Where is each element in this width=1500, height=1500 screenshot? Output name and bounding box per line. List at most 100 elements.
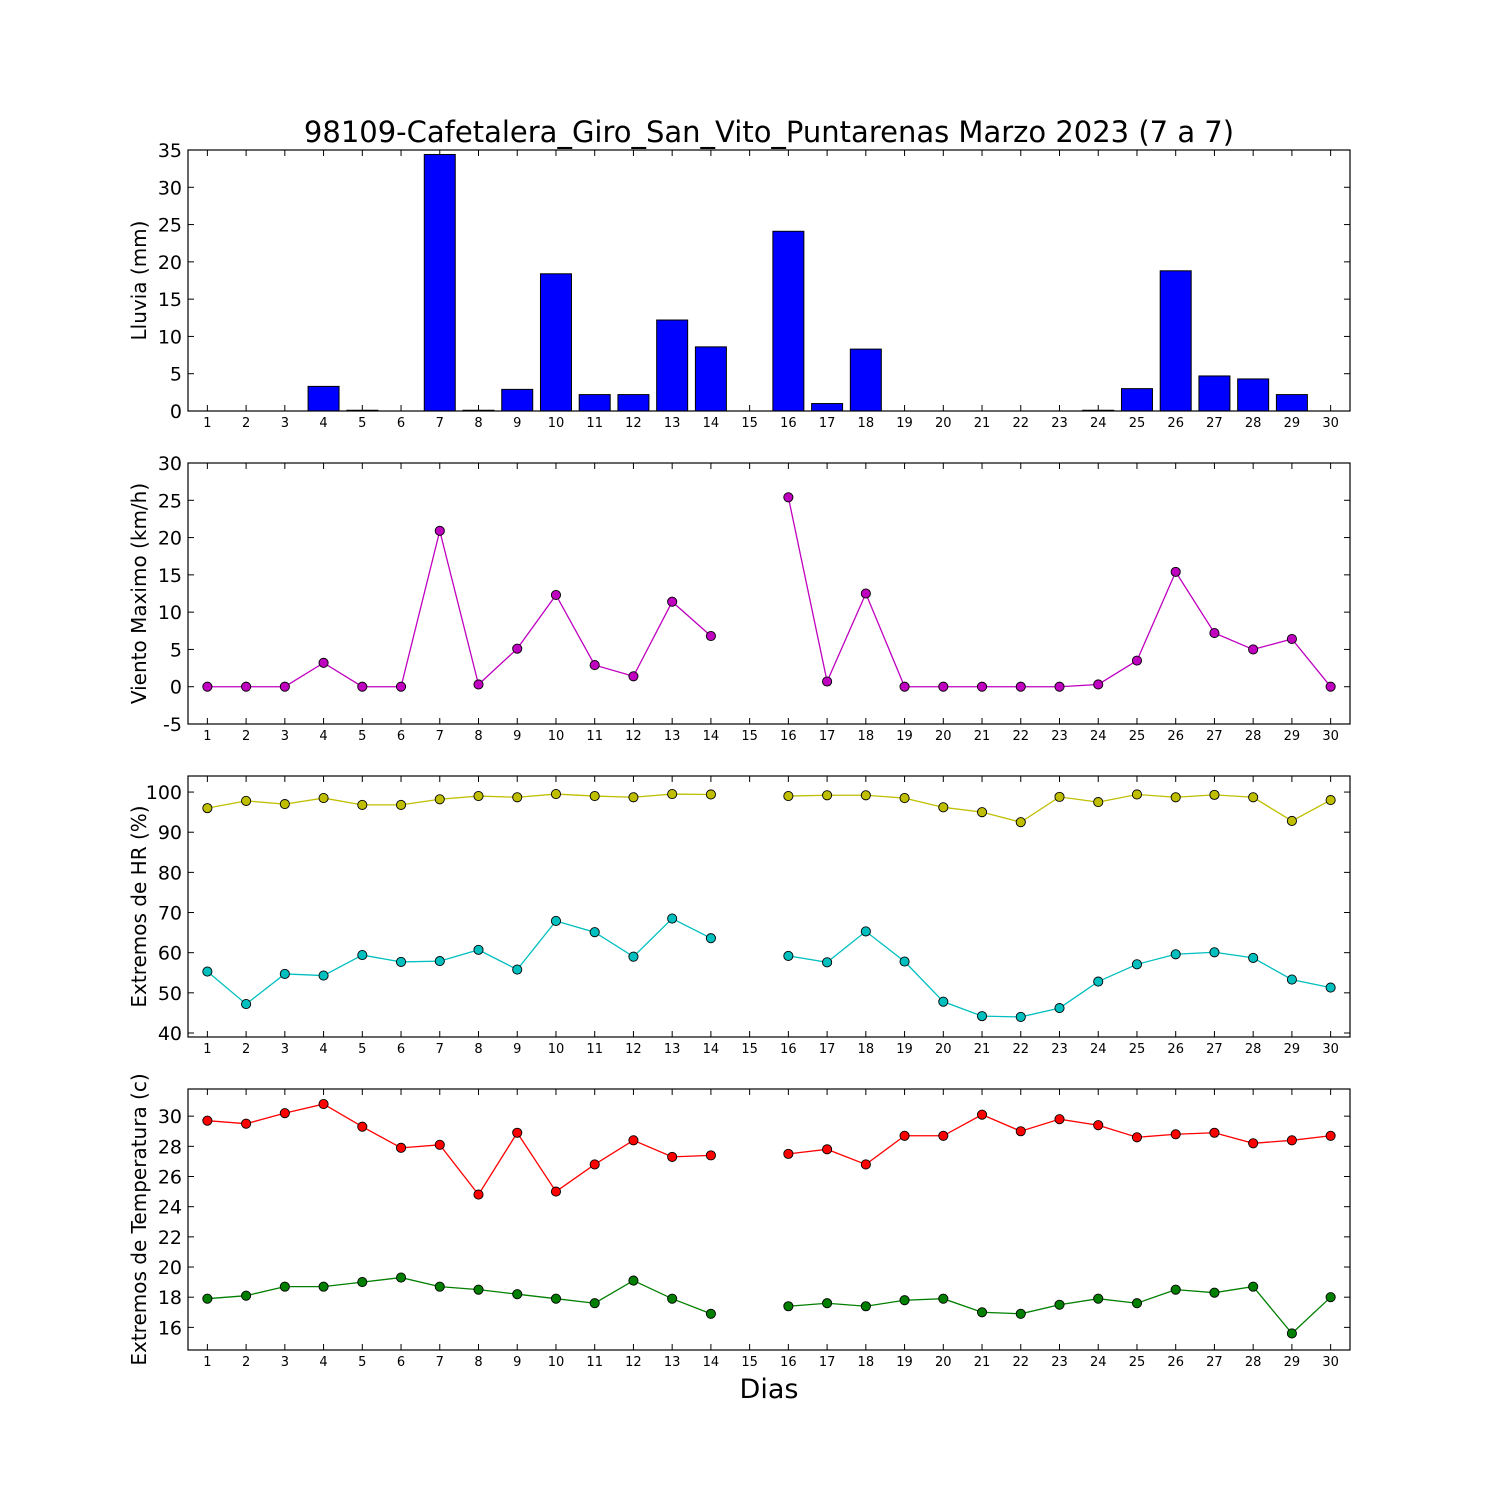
series-1-point [705, 1150, 716, 1161]
y-axis-label: Extremos de Temperatura (c) [127, 1073, 151, 1365]
series-1-point [860, 790, 871, 801]
series-1-line [207, 1103, 711, 1196]
series-1-point [357, 1121, 368, 1132]
chart-title: 98109-Cafetalera_Giro_San_Vito_Puntarena… [304, 115, 1234, 149]
series-1-point [1015, 1126, 1026, 1137]
x-tick-label: 15 [741, 729, 758, 744]
series-2-point [357, 950, 368, 961]
series-1-point [783, 1148, 794, 1159]
bar-day-25 [1120, 388, 1153, 412]
x-tick-label: 28 [1245, 1042, 1262, 1057]
series-1-point [1054, 1114, 1065, 1125]
series-2-point [976, 1307, 988, 1318]
y-tick-label: 15 [158, 565, 182, 587]
x-tick-label: 16 [780, 1042, 797, 1057]
series-1-point [202, 803, 213, 814]
series-2-point [628, 1275, 639, 1286]
x-tick-label: 24 [1090, 729, 1107, 744]
x-tick-label: 23 [1051, 1355, 1068, 1370]
series-2-point [395, 1272, 407, 1283]
x-tick-label: 13 [664, 416, 681, 431]
x-tick-label: 3 [281, 1355, 289, 1370]
x-tick-label: 3 [281, 1042, 289, 1057]
x-tick-label: 28 [1245, 729, 1262, 744]
x-tick-label: 12 [625, 1355, 642, 1370]
series-1-point [822, 676, 833, 687]
x-tick-label: 9 [513, 729, 521, 744]
x-tick-label: 3 [281, 729, 289, 744]
series-1-point [1093, 797, 1104, 808]
x-tick-label: 23 [1051, 729, 1068, 744]
series-2-point [357, 1277, 368, 1288]
series-1-point [589, 1159, 600, 1170]
x-tick-label: 2 [242, 416, 250, 431]
series-1-line [207, 530, 712, 688]
y-tick-label: 30 [158, 453, 182, 475]
series-1-point [1286, 815, 1297, 827]
series-1-point [899, 1130, 910, 1141]
x-tick-label: 12 [625, 416, 642, 431]
series-1-point [628, 1135, 639, 1146]
x-tick-label: 22 [1012, 416, 1029, 431]
series-1-point [473, 1189, 484, 1200]
x-tick-label: 2 [242, 729, 250, 744]
x-tick-label: 12 [625, 729, 642, 744]
series-2-line [206, 917, 712, 1005]
series-1-point [512, 1127, 523, 1138]
series-2-point [1015, 1011, 1026, 1022]
series-2-point [783, 950, 794, 961]
x-tick-label: 23 [1051, 1042, 1068, 1057]
bar-day-11 [578, 394, 611, 412]
x-tick-label: 14 [703, 1042, 720, 1057]
y-tick-label: 25 [158, 490, 182, 512]
bar-day-13 [656, 319, 689, 412]
series-1-point [279, 1108, 290, 1119]
series-1-point [628, 671, 639, 682]
x-tick-label: 14 [703, 729, 720, 744]
series-1-point [318, 793, 329, 804]
series-1-point [1209, 627, 1220, 639]
series-1-point [1325, 681, 1336, 692]
series-2-point [899, 956, 910, 967]
series-1-point [1248, 792, 1259, 803]
series-2-point [938, 996, 949, 1007]
x-tick-label: 25 [1129, 416, 1146, 431]
x-tick-label: 20 [935, 1355, 952, 1370]
series-1-point [628, 792, 639, 803]
series-1-point [860, 1159, 871, 1170]
x-tick-label: 16 [780, 1355, 797, 1370]
x-tick-label: 13 [664, 729, 681, 744]
series-1-point [976, 807, 988, 818]
series-2-point [705, 1308, 716, 1319]
y-tick-label: 10 [158, 602, 182, 624]
series-2-point [202, 1293, 213, 1304]
x-tick-label: 1 [203, 1042, 211, 1057]
series-1-point [279, 799, 290, 810]
series-2-point [434, 1281, 445, 1292]
series-1-point [318, 657, 329, 668]
bar-day-14 [694, 346, 727, 412]
y-tick-label: 70 [158, 903, 182, 925]
x-tick-label: 27 [1206, 1042, 1223, 1057]
series-1-point [395, 681, 407, 692]
bar-day-18 [849, 348, 882, 412]
series-1-point [241, 795, 252, 806]
series-2-point [899, 1295, 910, 1306]
y-tick-label: 10 [158, 326, 182, 348]
series-2-point [938, 1293, 949, 1304]
bar-day-28 [1237, 378, 1270, 412]
x-tick-label: 9 [513, 1042, 521, 1057]
bar-day-9 [501, 388, 534, 412]
series-2-point [783, 1301, 794, 1312]
x-tick-label: 23 [1051, 416, 1068, 431]
series-1-point [860, 588, 871, 599]
x-tick-label: 24 [1090, 1042, 1107, 1057]
series-1-point [667, 596, 678, 607]
series-1-point [667, 789, 678, 800]
x-tick-label: 10 [548, 729, 565, 744]
series-2-point [1286, 974, 1297, 985]
x-tick-label: 29 [1284, 416, 1301, 431]
series-2-point [1209, 1287, 1220, 1298]
